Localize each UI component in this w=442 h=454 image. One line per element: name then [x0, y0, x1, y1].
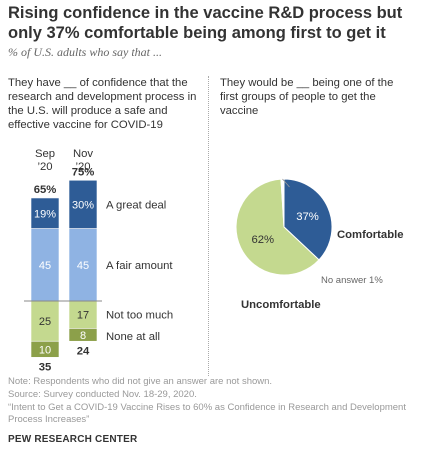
- bar-segment-great-deal: [30, 197, 60, 229]
- pie-no-answer-label: No answer 1%: [321, 275, 383, 286]
- series-label: None at all: [106, 331, 160, 343]
- bar-total-top: 65%: [34, 184, 57, 196]
- bar-value-label: 8: [80, 330, 86, 342]
- bar-value-label: 45: [39, 260, 51, 272]
- category-label: Sep: [35, 148, 55, 160]
- left-panel-prompt: They have __ of confidence that the rese…: [8, 77, 197, 131]
- pie-category-label: Uncomfortable: [241, 299, 321, 311]
- note-text: Note: Respondents who did not give an an…: [8, 376, 273, 387]
- bar-segment-great-deal: [68, 179, 98, 229]
- chart-title: Rising confidence in the vaccine R&D pro…: [8, 4, 403, 42]
- pie-chart: 37% 62% Comfortable Uncomfortable No answer …: [235, 178, 404, 311]
- chart-subtitle: % of U.S. adults who say that ...: [8, 45, 163, 59]
- category-label: ’20: [75, 161, 90, 173]
- pie-value-label: 62%: [251, 234, 274, 246]
- panel-divider: [208, 76, 209, 376]
- report-text: “Intent to Get a COVID-19 Vaccine Rises …: [8, 402, 406, 426]
- bar-total-bottom: 35: [39, 361, 52, 373]
- series-label: A great deal: [106, 199, 166, 211]
- series-label: Not too much: [106, 310, 173, 322]
- bar-value-label: 10: [39, 344, 51, 356]
- source-text: Source: Survey conducted Nov. 18-29, 202…: [8, 389, 197, 400]
- bar-value-label: 30%: [72, 199, 94, 211]
- bar-value-label: 25: [39, 316, 51, 328]
- pew-logo-text: PEW RESEARCH CENTER: [8, 434, 138, 445]
- pie-slice-comfortable: [283, 178, 333, 261]
- pie-leader-line: [282, 178, 290, 188]
- bar-segment-none-at-all: [30, 340, 60, 358]
- pie-slice-uncomfortable: [235, 178, 320, 276]
- pie-category-label: Comfortable: [337, 229, 404, 241]
- bar-segment-not-too-much: [68, 300, 98, 329]
- category-label: Nov: [73, 148, 93, 160]
- bar-total-bottom: 24: [77, 345, 90, 357]
- series-label: A fair amount: [106, 260, 173, 272]
- stacked-bar-chart: Sep’204519%65%251035Nov’204530%75%17824A…: [24, 148, 173, 373]
- right-panel-prompt: They would be __ being one of the first …: [220, 77, 394, 117]
- bar-total-top: 75%: [72, 166, 95, 178]
- pie-value-label: 37%: [296, 211, 319, 223]
- bar-segment-none-at-all: [68, 328, 98, 342]
- bar-segment-fair-amount: [68, 228, 98, 302]
- bar-value-label: 45: [77, 260, 89, 272]
- bar-value-label: 17: [77, 310, 89, 322]
- category-label: ’20: [37, 161, 52, 173]
- bar-value-label: 19%: [34, 208, 56, 220]
